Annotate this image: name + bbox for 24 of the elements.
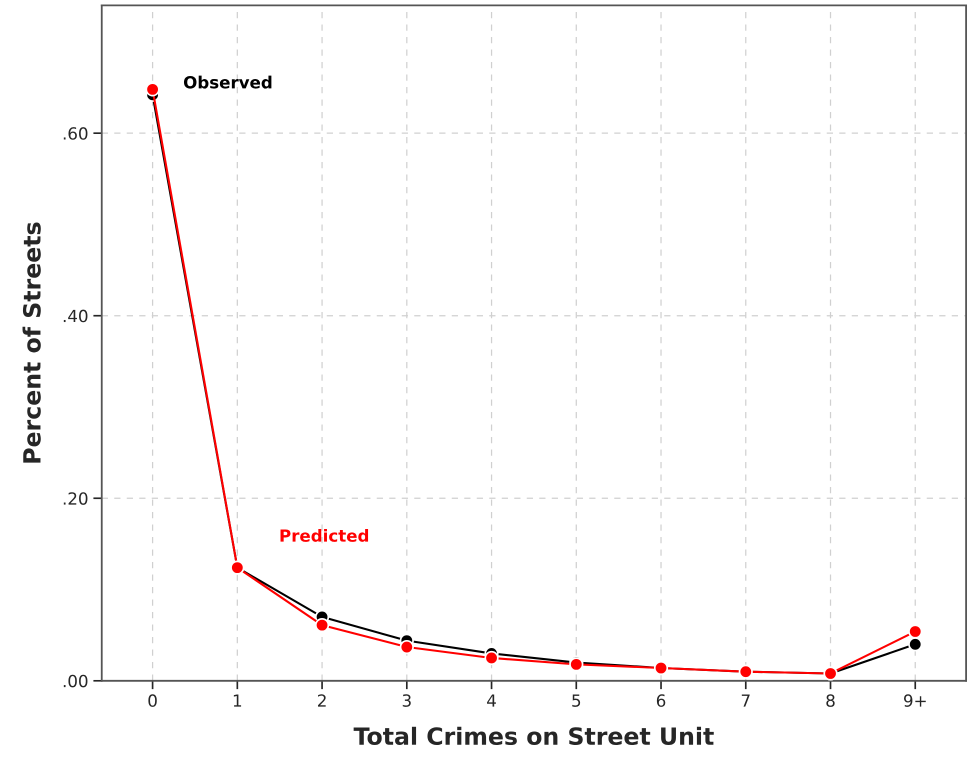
y-tick-label: .60 xyxy=(64,127,88,140)
point xyxy=(484,650,499,666)
x-tick-label: 8 xyxy=(826,694,835,707)
x-tick-label: 9+ xyxy=(904,694,926,707)
point xyxy=(146,82,160,96)
x-tick-label: 2 xyxy=(318,694,326,707)
x-tick-label: 4 xyxy=(487,694,496,707)
x-tick-label: 0 xyxy=(148,694,157,707)
x-tick-label: 7 xyxy=(742,694,750,707)
point xyxy=(314,618,330,632)
x-tick-label: 5 xyxy=(572,694,580,707)
y-tick-label: .20 xyxy=(64,492,88,505)
x-tick-label: 6 xyxy=(656,694,666,707)
y-tick-label: .40 xyxy=(64,310,88,322)
x-tick-label: 3 xyxy=(402,694,411,707)
x-axis-title: Total Crimes on Street Unit xyxy=(354,726,714,746)
point xyxy=(908,637,922,652)
text: Predicted xyxy=(280,529,368,542)
point xyxy=(400,640,414,654)
y-axis-title: Percent of Streets xyxy=(22,222,41,463)
point xyxy=(908,624,922,639)
series-label: Observed xyxy=(184,76,272,89)
x-tick-label: 1 xyxy=(234,694,242,707)
y-tick-label: .00 xyxy=(64,674,88,688)
